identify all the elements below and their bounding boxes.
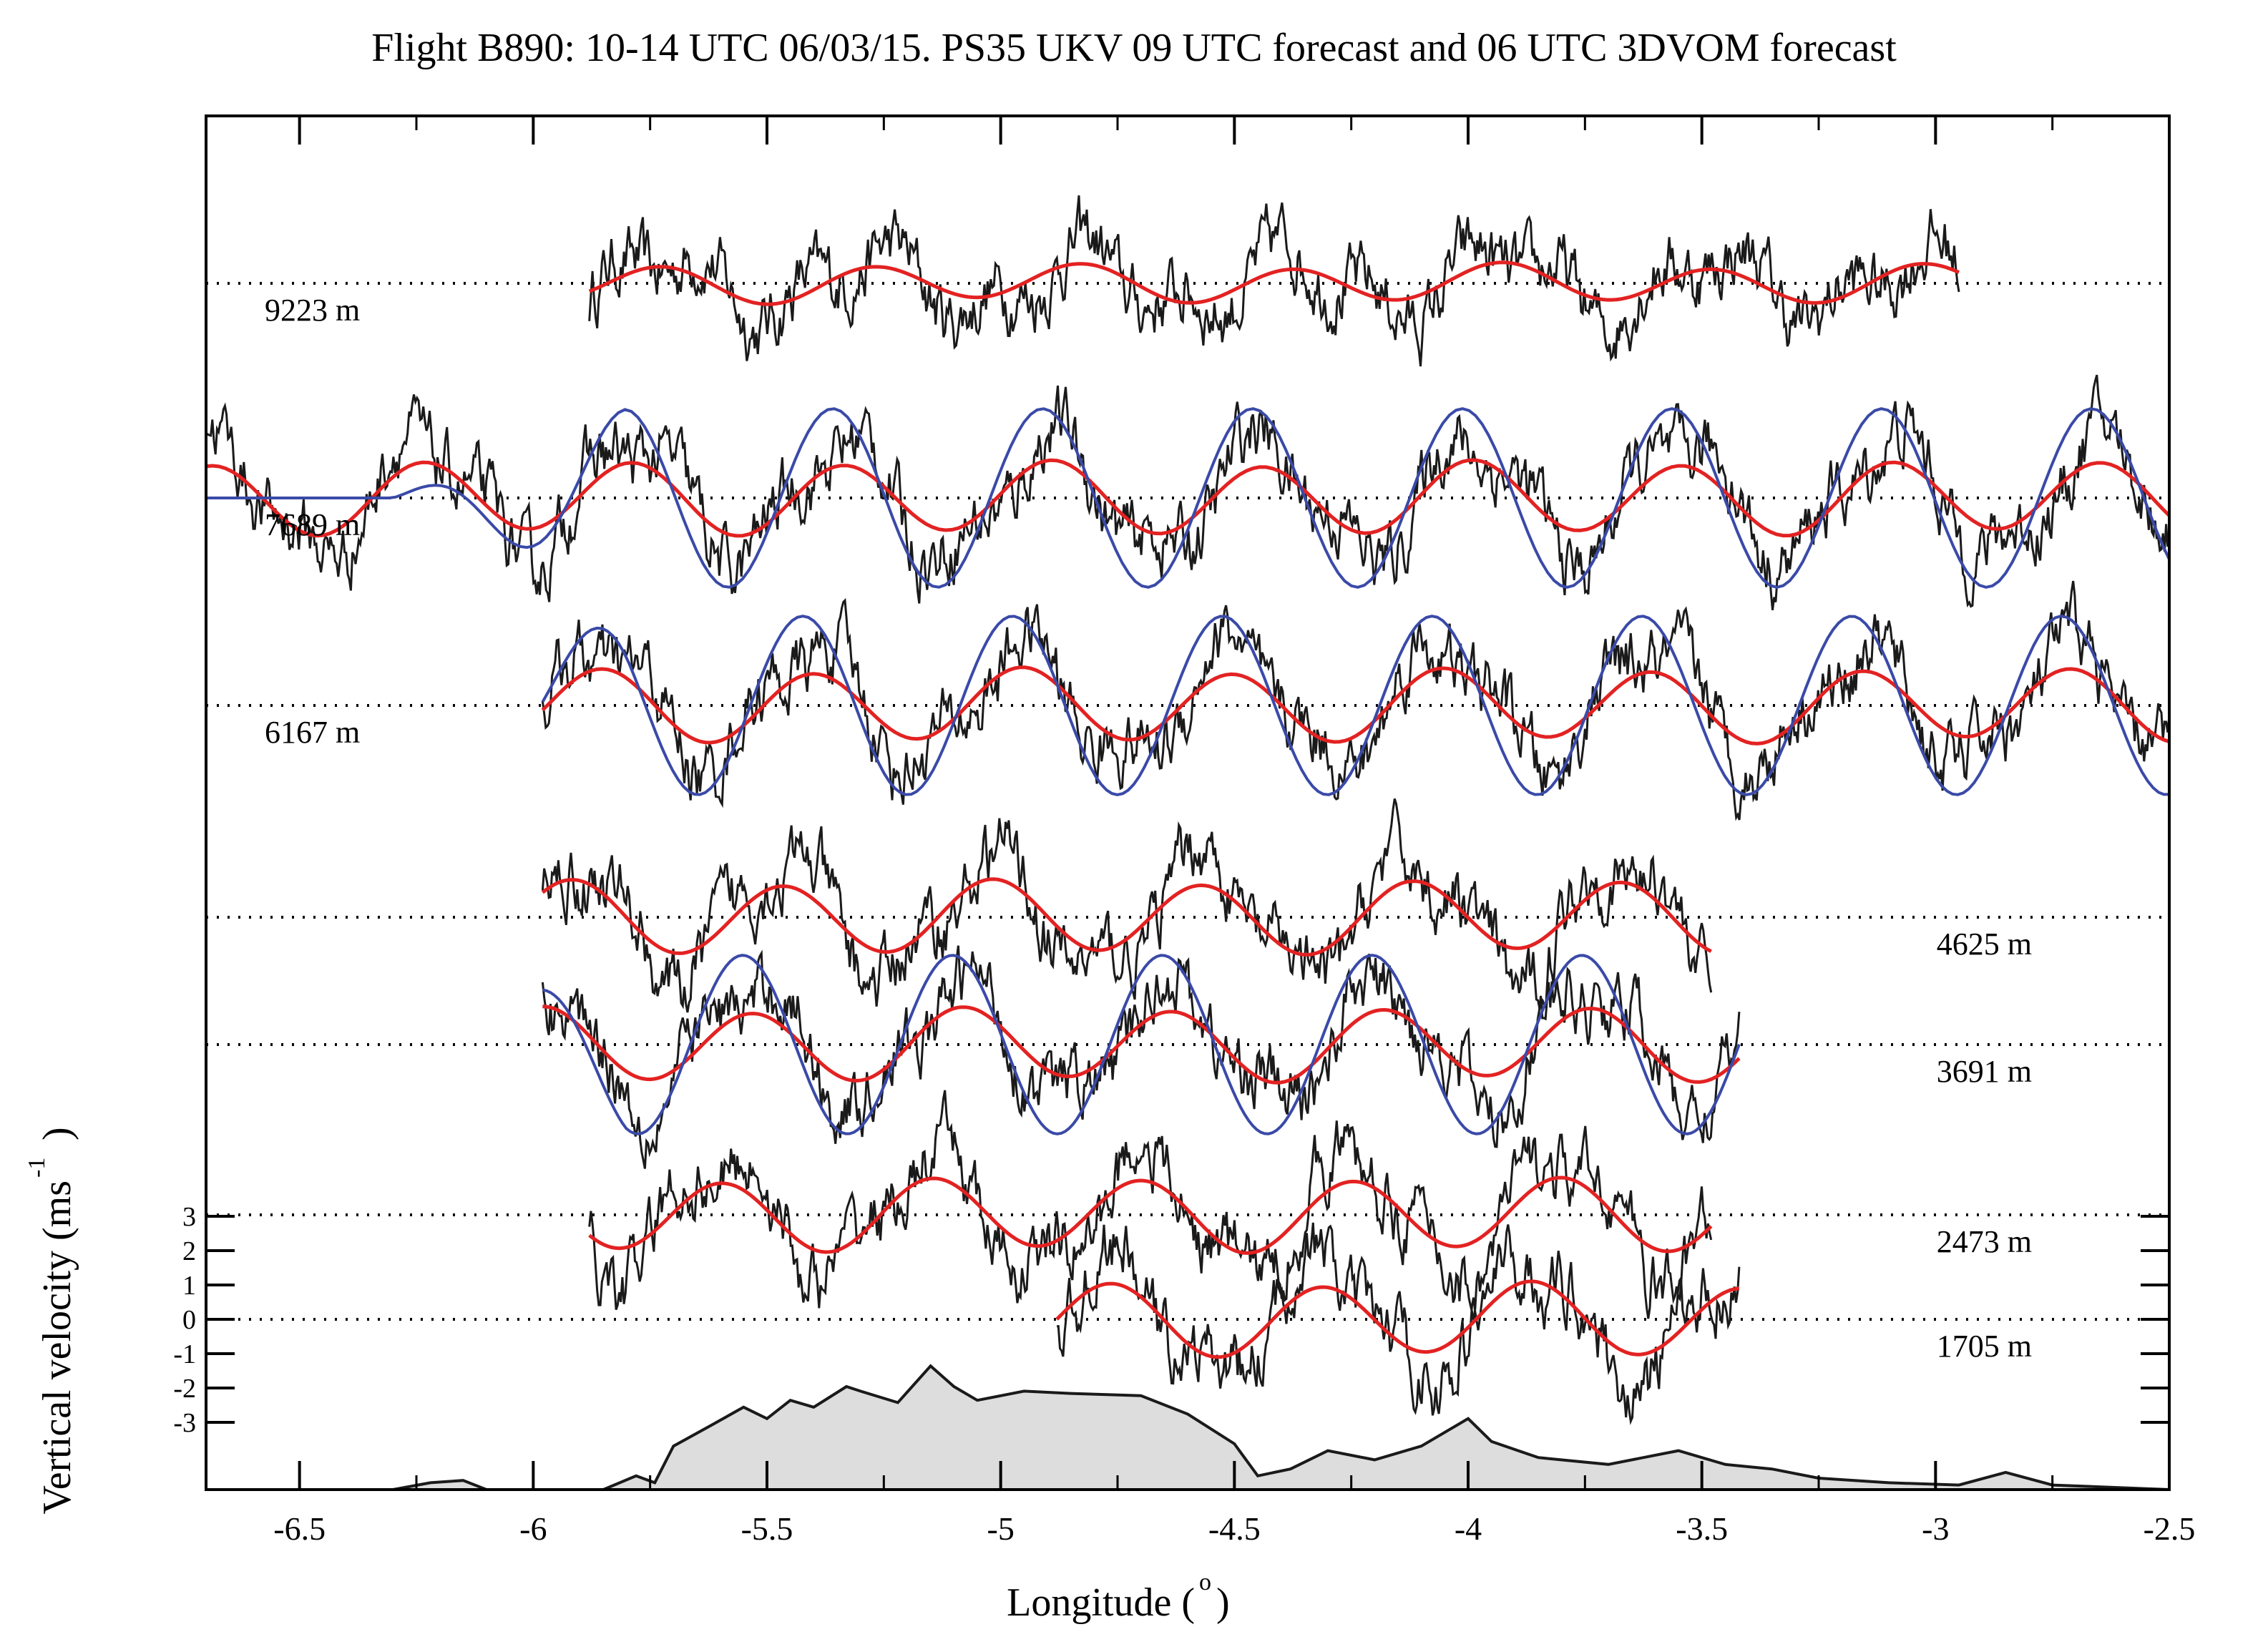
x-axis-title-sup: o <box>1199 1569 1211 1595</box>
observed-series-6167-m <box>541 580 2171 821</box>
observed-series-7689-m <box>205 374 2171 610</box>
y-scale-ticks: 3 2 1 0 -1 -2 -3 <box>173 1202 2169 1438</box>
terrain-profile <box>206 1364 2170 1491</box>
x-tick-label: -3 <box>1922 1510 1949 1547</box>
observed-series-1705-m <box>1057 1222 1741 1425</box>
x-axis-title-main: Longitude ( <box>1007 1580 1195 1625</box>
altitude-labels: 9223 m 7689 m 6167 m 4625 m 3691 m 2473 m 1705… <box>265 293 2032 1364</box>
velocity-series <box>205 195 2171 1425</box>
y-tick-label: -1 <box>173 1339 196 1369</box>
observed-series-4625-m <box>541 798 1713 1013</box>
vom-series-3691-m <box>542 954 1741 1135</box>
altitude-label: 7689 m <box>265 507 360 542</box>
x-tick-label: -6 <box>519 1510 547 1547</box>
ukv-series-1705-m <box>1055 1279 1740 1359</box>
zero-reference-lines <box>206 282 2169 1321</box>
y-tick-label: -3 <box>173 1408 196 1438</box>
x-axis-ticks: -6.5 -6 -5.5 -5 -4.5 -4 -3.5 -3 -2.5 <box>273 116 2195 1547</box>
x-tick-label: -6.5 <box>273 1510 326 1547</box>
altitude-label: 4625 m <box>1937 927 2032 962</box>
y-axis-title-sup: -1 <box>24 1158 50 1178</box>
x-axis-title-end: ) <box>1216 1580 1230 1625</box>
altitude-label: 6167 m <box>265 715 360 750</box>
chart-title: Flight B890: 10-14 UTC 06/03/15. PS35 UK… <box>371 26 1897 70</box>
observed-series-3691-m <box>541 945 1741 1169</box>
x-tick-label: -4 <box>1455 1510 1482 1547</box>
y-axis-title: Vertical velocity (ms <box>35 1181 79 1515</box>
ukv-series-4625-m <box>541 877 1712 957</box>
vom-series-7689-m <box>206 407 2171 589</box>
x-tick-label: -5.5 <box>741 1510 793 1547</box>
x-axis-title: Longitude ( <box>1007 1580 1195 1625</box>
y-tick-label: 2 <box>182 1236 196 1266</box>
ukv-series-7689-m <box>205 458 2171 538</box>
observed-series-2473-m <box>588 1090 1713 1322</box>
vom-series-6167-m <box>541 615 2170 796</box>
y-tick-label: -2 <box>173 1374 196 1404</box>
ukv-series-9223-m <box>588 260 1960 306</box>
terrain-area <box>206 1364 2170 1491</box>
ukv-series-3691-m <box>542 1005 1741 1085</box>
y-axis-title-end: ) <box>35 1127 79 1140</box>
y-tick-label: 1 <box>182 1271 196 1301</box>
observed-series-9223-m <box>588 195 1960 367</box>
altitude-label: 1705 m <box>1937 1329 2032 1364</box>
ukv-series-2473-m <box>588 1176 1713 1255</box>
altitude-label: 3691 m <box>1937 1054 2032 1089</box>
x-tick-label: -4.5 <box>1208 1510 1261 1547</box>
altitude-label: 9223 m <box>265 293 360 328</box>
altitude-label: 2473 m <box>1937 1224 2032 1259</box>
y-tick-label: 3 <box>182 1202 196 1232</box>
x-tick-label: -2.5 <box>2144 1510 2196 1547</box>
plot-border <box>205 114 2171 1491</box>
plot-frame <box>205 114 2171 1491</box>
x-tick-label: -5 <box>987 1510 1015 1547</box>
y-tick-label: 0 <box>182 1305 196 1335</box>
x-tick-label: -3.5 <box>1676 1510 1728 1547</box>
